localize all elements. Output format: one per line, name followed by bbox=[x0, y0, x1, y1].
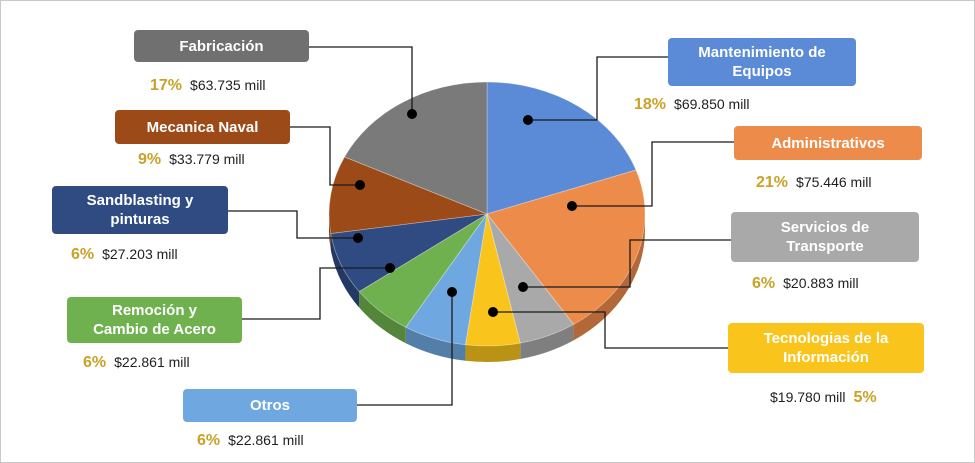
pie-slice-side-5 bbox=[359, 291, 406, 344]
leader-line-2 bbox=[523, 239, 731, 288]
amount-otros: $22.861 mill bbox=[228, 432, 304, 448]
value-mecanica-naval: 9% $33.779 mill bbox=[138, 151, 245, 169]
pie-slice-side-4 bbox=[405, 327, 466, 361]
pie-slice-side-6 bbox=[330, 233, 360, 308]
pie-slice-7 bbox=[328, 156, 488, 234]
amount-fabricacion: $63.735 mill bbox=[190, 77, 266, 93]
pie-slice-side-7 bbox=[329, 214, 331, 250]
leader-line-7 bbox=[290, 126, 360, 186]
leader-dot-4 bbox=[447, 287, 457, 297]
value-sandblasting: 6% $27.203 mill bbox=[71, 246, 178, 264]
pie-slice-3 bbox=[464, 213, 521, 347]
label-servicios-transporte: Servicios de Transporte bbox=[731, 212, 919, 262]
amount-servicios-transporte: $20.883 mill bbox=[783, 275, 859, 291]
pie-slice-5 bbox=[358, 213, 488, 328]
value-otros: 6% $22.861 mill bbox=[197, 432, 304, 450]
amount-mantenimiento: $69.850 mill bbox=[674, 96, 750, 112]
percent-sandblasting: 6% bbox=[71, 246, 95, 263]
value-remocion: 6% $22.861 mill bbox=[83, 354, 190, 372]
label-remocion: Remoción y Cambio de Acero bbox=[67, 297, 242, 343]
leader-line-4 bbox=[357, 292, 453, 406]
leader-line-0 bbox=[528, 56, 668, 121]
label-otros: Otros bbox=[183, 389, 357, 422]
leader-dot-1 bbox=[567, 201, 577, 211]
label-fabricacion: Fabricación bbox=[134, 30, 309, 62]
amount-mecanica-naval: $33.779 mill bbox=[169, 151, 245, 167]
percent-otros: 6% bbox=[197, 432, 221, 449]
leader-line-6 bbox=[228, 210, 358, 239]
pie-slice-1 bbox=[486, 169, 646, 325]
leader-dot-3 bbox=[488, 307, 498, 317]
percent-servicios-transporte: 6% bbox=[752, 275, 776, 292]
label-mecanica-naval: Mecanica Naval bbox=[115, 110, 290, 144]
value-servicios-transporte: 6% $20.883 mill bbox=[752, 275, 859, 293]
pie-slice-side-1 bbox=[573, 214, 645, 341]
amount-administrativos: $75.446 mill bbox=[796, 174, 872, 190]
leader-dot-8 bbox=[407, 109, 417, 119]
leader-line-1 bbox=[572, 141, 734, 207]
value-fabricacion: 17% $63.735 mill bbox=[150, 77, 266, 95]
percent-mecanica-naval: 9% bbox=[138, 151, 162, 168]
pie-slice-side-2 bbox=[520, 324, 574, 360]
leader-dot-2 bbox=[518, 282, 528, 292]
leader-line-5 bbox=[242, 267, 390, 320]
leader-dot-7 bbox=[355, 180, 365, 190]
pie-slice-6 bbox=[330, 213, 488, 293]
leader-line-3 bbox=[493, 311, 728, 349]
pie-slice-side-3 bbox=[465, 343, 521, 362]
value-mantenimiento: 18% $69.850 mill bbox=[634, 96, 750, 114]
value-tecnologias: $19.780 mill 5% bbox=[770, 389, 877, 407]
pie-slice-4 bbox=[405, 213, 488, 346]
percent-fabricacion: 17% bbox=[150, 77, 183, 94]
leader-dot-5 bbox=[385, 263, 395, 273]
pie-slice-2 bbox=[486, 213, 575, 344]
leader-dot-0 bbox=[523, 115, 533, 125]
label-tecnologias: Tecnologias de la Información bbox=[728, 323, 924, 373]
label-sandblasting: Sandblasting y pinturas bbox=[52, 186, 228, 234]
value-administrativos: 21% $75.446 mill bbox=[756, 174, 872, 192]
percent-administrativos: 21% bbox=[756, 174, 789, 191]
label-administrativos: Administrativos bbox=[734, 126, 922, 160]
leader-line-8 bbox=[309, 46, 413, 114]
leader-dot-6 bbox=[353, 233, 363, 243]
amount-remocion: $22.861 mill bbox=[114, 354, 190, 370]
pie-slice-0 bbox=[486, 81, 637, 215]
percent-remocion: 6% bbox=[83, 354, 107, 371]
label-mantenimiento: Mantenimiento de Equipos bbox=[668, 38, 856, 86]
amount-sandblasting: $27.203 mill bbox=[102, 246, 178, 262]
pie-slice-8 bbox=[343, 81, 488, 215]
amount-tecnologias: $19.780 mill bbox=[770, 389, 846, 405]
percent-tecnologias: 5% bbox=[853, 389, 877, 406]
percent-mantenimiento: 18% bbox=[634, 96, 667, 113]
